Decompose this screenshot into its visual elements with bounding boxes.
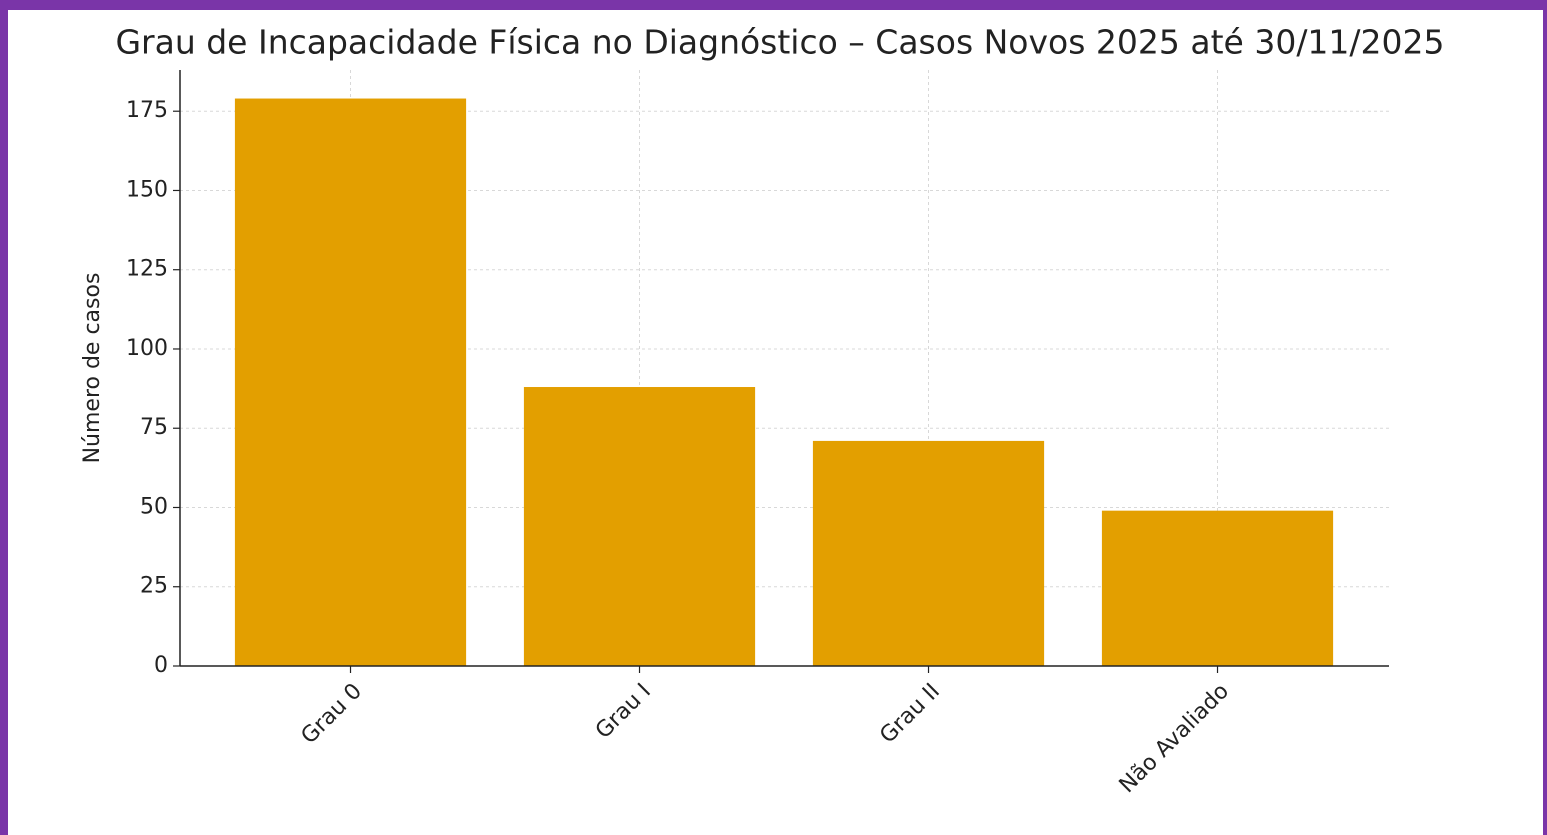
y-tick-label: 25 bbox=[140, 574, 168, 599]
y-axis-label: Número de casos bbox=[80, 273, 105, 464]
y-tick-label: 125 bbox=[126, 257, 168, 282]
chart-title: Grau de Incapacidade Física no Diagnósti… bbox=[115, 23, 1444, 62]
y-tick-label: 50 bbox=[140, 494, 168, 519]
bar bbox=[234, 98, 467, 666]
y-tick-label: 0 bbox=[154, 653, 168, 678]
bar bbox=[1101, 510, 1334, 666]
y-tick-label: 175 bbox=[126, 98, 168, 123]
bar bbox=[523, 387, 756, 666]
y-tick-label: 150 bbox=[126, 177, 168, 202]
y-tick-label: 75 bbox=[140, 415, 168, 440]
y-tick-label: 100 bbox=[126, 336, 168, 361]
bar bbox=[812, 440, 1045, 666]
